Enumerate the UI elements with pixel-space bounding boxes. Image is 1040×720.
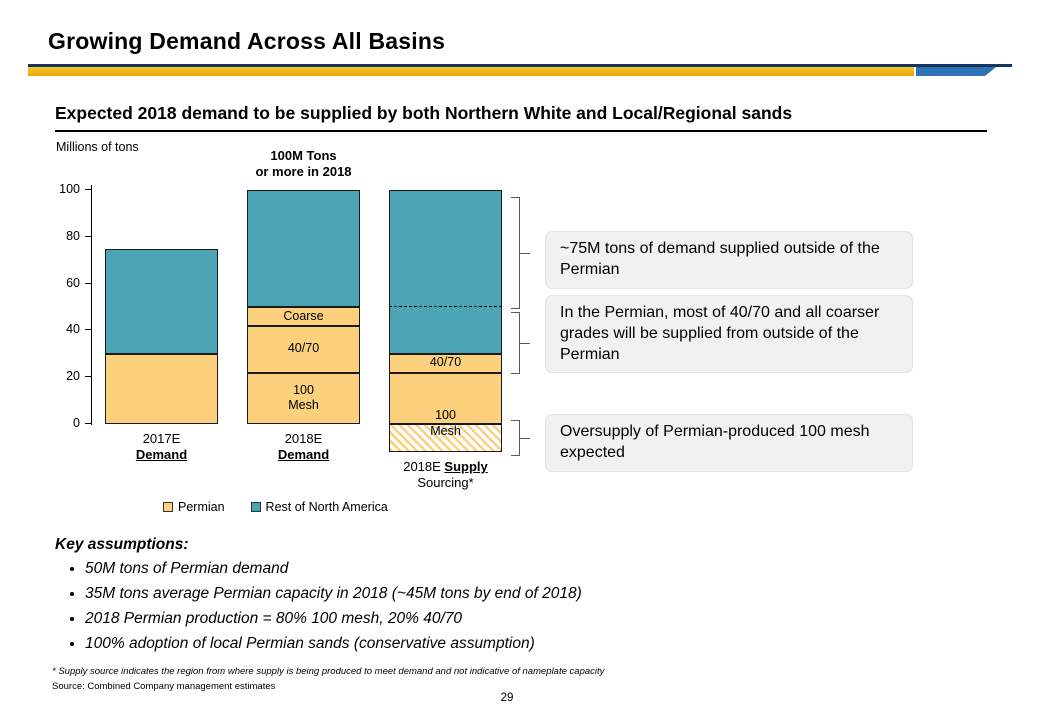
key-assumption-item: 50M tons of Permian demand	[85, 560, 695, 578]
bracket-nub-2	[520, 343, 530, 344]
page-number: 29	[500, 692, 514, 704]
bar-segment-rest_na	[389, 190, 502, 354]
bar-segment-permian: 100 Mesh	[247, 372, 360, 424]
x-axis-label-text: 2018E	[403, 459, 445, 475]
bar-segment-oversupply-hatched	[389, 424, 502, 453]
y-tick-label: 100	[59, 182, 80, 196]
y-tick-label: 0	[73, 416, 80, 430]
slide-subtitle: Expected 2018 demand to be supplied by b…	[55, 103, 987, 132]
bar-segment-permian: 40/70	[247, 325, 360, 373]
segment-label: 40/70	[287, 341, 320, 356]
legend-label: Permian	[178, 500, 225, 514]
y-tick-mark	[85, 282, 91, 284]
segment-label: 100 Mesh	[288, 382, 319, 413]
bar-segment-permian	[105, 353, 218, 424]
y-axis-title: Millions of tons	[56, 140, 139, 154]
x-axis-label: 2017E Demand	[93, 431, 230, 464]
y-tick-mark	[85, 189, 91, 190]
segment-label: 100 Mesh	[430, 408, 461, 438]
key-assumptions-title: Key assumptions:	[55, 536, 189, 553]
y-tick-mark	[85, 329, 91, 331]
segment-label: Coarse	[283, 308, 324, 323]
x-axis-label-text: Demand	[277, 447, 330, 463]
bracket-2	[511, 312, 520, 374]
accent-divider	[28, 64, 1012, 77]
callout-1: ~75M tons of demand supplied outside of …	[545, 231, 913, 289]
threshold-dashed-line	[389, 306, 502, 307]
y-tick-mark	[85, 423, 91, 424]
x-axis-label-text: Demand	[135, 447, 188, 463]
key-assumptions-list: 50M tons of Permian demand 35M tons avera…	[55, 560, 695, 653]
bar-annotation: 100M Tons or more in 2018	[255, 148, 352, 180]
key-assumptions: Key assumptions: 50M tons of Permian dem…	[55, 536, 695, 660]
y-tick-label: 80	[66, 228, 80, 243]
callout-2: In the Permian, most of 40/70 and all co…	[545, 295, 913, 374]
bar-segment-permian: 100 Mesh	[389, 372, 502, 438]
key-assumption-item: 35M tons average Permian capacity in 201…	[85, 585, 695, 603]
segment-label: 40/70	[429, 355, 462, 370]
x-axis-label: 2018E Demand	[235, 431, 372, 464]
y-tick-mark	[85, 376, 91, 378]
x-axis-label-text: 2017E	[142, 431, 181, 446]
accent-gold-bar	[28, 67, 914, 76]
legend-swatch-permian	[163, 502, 173, 512]
y-tick-mark	[85, 235, 91, 237]
legend-label: Rest of North America	[265, 500, 388, 514]
bracket-nub-3	[520, 438, 530, 439]
legend-swatch-rest_na	[250, 502, 261, 512]
y-tick-label: 40	[66, 322, 80, 337]
legend-item: Permian	[163, 500, 225, 514]
slide-title: Growing Demand Across All Basins	[48, 28, 446, 54]
callout-3: Oversupply of Permian-produced 100 mesh …	[545, 414, 913, 472]
bracket-3	[511, 420, 520, 456]
bar-segment-permian: Coarse	[247, 307, 360, 326]
y-tick-label: 20	[66, 369, 80, 384]
x-axis-label-text: Supply	[444, 459, 488, 475]
footnote-asterisk: * Supply source indicates the region fro…	[52, 666, 605, 677]
source-line: Source: Combined Company management esti…	[52, 681, 276, 692]
chart-legend: Permian Rest of North America	[163, 500, 388, 514]
x-axis-label-text: 2018E	[284, 431, 323, 446]
key-assumption-item: 100% adoption of local Permian sands (co…	[85, 635, 695, 653]
accent-navy-line	[28, 64, 1012, 67]
x-axis-label: 2018E Supply Sourcing*	[377, 459, 514, 492]
y-tick-label: 60	[66, 275, 80, 290]
bar-segment-permian: 40/70	[389, 353, 502, 373]
key-assumption-item: 2018 Permian production = 80% 100 mesh, …	[85, 610, 695, 628]
bar-segment-rest_na	[247, 190, 360, 307]
bracket-1	[511, 197, 520, 309]
x-axis-label-text: Sourcing*	[417, 475, 474, 491]
accent-blue-tip	[915, 67, 997, 76]
y-axis-line	[91, 185, 92, 425]
bracket-nub-1	[520, 253, 530, 254]
legend-item: Rest of North America	[250, 500, 388, 514]
bar-segment-rest_na	[105, 248, 218, 354]
